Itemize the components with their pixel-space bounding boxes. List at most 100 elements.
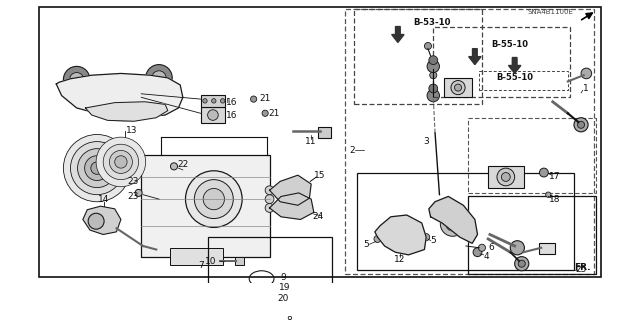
Text: FR.: FR. — [575, 263, 591, 272]
Polygon shape — [429, 196, 477, 243]
Circle shape — [109, 150, 132, 173]
Circle shape — [577, 121, 584, 128]
Text: 22: 22 — [177, 160, 188, 169]
Circle shape — [170, 163, 177, 170]
Circle shape — [429, 84, 438, 93]
Circle shape — [186, 171, 242, 228]
Circle shape — [422, 234, 429, 241]
Text: 14: 14 — [99, 196, 110, 204]
Circle shape — [501, 172, 510, 181]
Circle shape — [478, 244, 486, 251]
Circle shape — [473, 248, 482, 257]
Text: 21: 21 — [259, 94, 271, 103]
Circle shape — [96, 137, 146, 187]
Circle shape — [88, 213, 104, 229]
Text: 9: 9 — [281, 273, 287, 282]
Text: 2: 2 — [349, 146, 355, 155]
Bar — [433, 27, 570, 97]
Text: 16: 16 — [226, 111, 237, 120]
Circle shape — [203, 188, 225, 210]
Text: 25: 25 — [575, 265, 587, 274]
Circle shape — [91, 162, 103, 174]
Circle shape — [546, 192, 551, 197]
Text: 16: 16 — [226, 98, 237, 107]
Circle shape — [63, 134, 131, 202]
Circle shape — [207, 110, 218, 120]
Circle shape — [250, 96, 257, 102]
Text: 18: 18 — [548, 195, 560, 204]
Circle shape — [394, 233, 403, 242]
Polygon shape — [83, 206, 121, 235]
Text: 1: 1 — [582, 84, 588, 93]
Text: 15: 15 — [314, 171, 326, 180]
Circle shape — [103, 144, 139, 180]
Text: SNA4B1100E: SNA4B1100E — [527, 9, 573, 15]
Circle shape — [497, 168, 515, 186]
Circle shape — [374, 236, 381, 243]
Polygon shape — [468, 49, 481, 65]
Circle shape — [440, 212, 465, 236]
Text: 5: 5 — [363, 240, 369, 249]
Circle shape — [63, 66, 90, 93]
Text: 20: 20 — [277, 294, 289, 303]
Text: 12: 12 — [394, 255, 405, 264]
Text: 23: 23 — [127, 177, 139, 186]
Text: 6: 6 — [489, 243, 495, 252]
Text: B-55-10: B-55-10 — [496, 73, 533, 82]
Text: 19: 19 — [279, 283, 291, 292]
Circle shape — [384, 223, 412, 251]
Bar — [318, 127, 331, 138]
Polygon shape — [269, 193, 314, 220]
Circle shape — [195, 180, 234, 219]
Circle shape — [212, 99, 216, 103]
Polygon shape — [269, 175, 311, 205]
Circle shape — [510, 241, 524, 255]
Text: 3: 3 — [423, 137, 429, 146]
Circle shape — [429, 56, 438, 65]
Circle shape — [389, 228, 406, 246]
Circle shape — [262, 110, 268, 116]
Circle shape — [203, 99, 207, 103]
Bar — [540, 243, 556, 254]
Bar — [249, 310, 274, 320]
Bar — [141, 155, 269, 257]
Bar — [252, 292, 271, 304]
Circle shape — [146, 65, 172, 91]
Polygon shape — [86, 102, 168, 121]
Text: 11: 11 — [305, 137, 317, 146]
Circle shape — [424, 43, 431, 50]
Circle shape — [115, 156, 127, 168]
Bar — [479, 71, 568, 90]
Polygon shape — [56, 74, 183, 118]
Text: 13: 13 — [126, 126, 137, 135]
Circle shape — [265, 204, 274, 212]
Bar — [235, 258, 244, 265]
Circle shape — [574, 118, 588, 132]
Text: 5: 5 — [430, 236, 436, 245]
Circle shape — [135, 189, 142, 196]
Circle shape — [257, 294, 266, 303]
Text: 17: 17 — [548, 172, 560, 181]
Circle shape — [152, 71, 166, 85]
Circle shape — [454, 84, 461, 91]
Text: 8: 8 — [286, 316, 292, 320]
Circle shape — [540, 168, 548, 177]
Circle shape — [445, 217, 460, 231]
Circle shape — [135, 88, 142, 95]
Text: B-55-10: B-55-10 — [491, 40, 528, 49]
Circle shape — [265, 186, 274, 195]
Circle shape — [70, 141, 124, 195]
Text: B-53-10: B-53-10 — [413, 18, 451, 27]
Circle shape — [77, 149, 116, 188]
Circle shape — [255, 310, 269, 320]
Circle shape — [113, 94, 120, 101]
Bar — [207, 237, 332, 320]
Bar — [200, 95, 225, 107]
Bar — [170, 248, 223, 266]
Circle shape — [518, 260, 525, 267]
Bar — [354, 9, 482, 104]
Polygon shape — [508, 58, 521, 74]
Bar — [357, 172, 574, 270]
Circle shape — [258, 313, 265, 320]
Bar — [488, 166, 524, 188]
